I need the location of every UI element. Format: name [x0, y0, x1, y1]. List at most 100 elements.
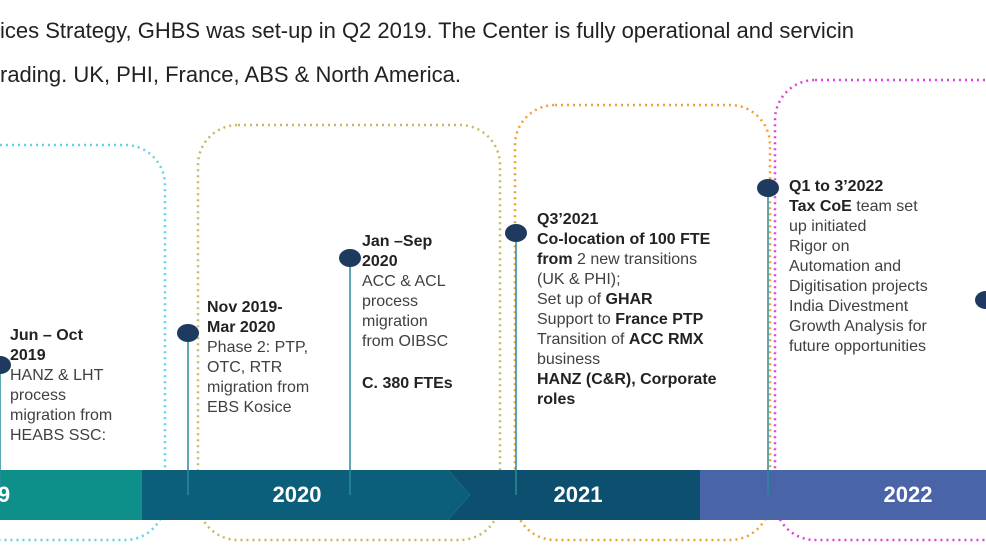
- milestone-line: Phase 2: PTP,: [207, 338, 309, 358]
- text-run: (UK & PHI);: [537, 271, 621, 288]
- milestone-line: Mar 2020: [207, 318, 309, 338]
- period-frame: [513, 103, 772, 542]
- milestone-text: Jun – Oct 2019 HANZ & LHT process migration …: [10, 326, 112, 446]
- year-segment: [448, 470, 700, 520]
- milestone-text: Jan –Sep 2020 ACC & ACL process migration fro…: [362, 232, 453, 394]
- text-run: 2020: [362, 253, 398, 270]
- intro-text: ices Strategy, GHBS was set-up in Q2 201…: [0, 18, 854, 43]
- milestone-line: migration: [362, 312, 453, 332]
- milestone-line: up initiated: [789, 217, 928, 237]
- milestone-line: Co-location of 100 FTE: [537, 230, 717, 250]
- text-run: GHAR: [605, 291, 653, 308]
- text-run: 2 new transitions: [572, 251, 698, 268]
- text-run: Automation and: [789, 258, 902, 275]
- milestone-line: Jun – Oct: [10, 326, 112, 346]
- milestone-line: Set up of GHAR: [537, 290, 717, 310]
- milestone-text: Q1 to 3’2022 Tax CoE team set up initiated…: [789, 177, 928, 357]
- text-run: roles: [537, 391, 576, 408]
- milestone-line: Transition of ACC RMX: [537, 330, 717, 350]
- text-run: process: [362, 293, 419, 310]
- text-run: Set up of: [537, 291, 606, 308]
- year-label: 9: [0, 482, 11, 507]
- milestone-line: Rigor on: [789, 237, 928, 257]
- milestone-dot: [177, 324, 199, 342]
- milestone-dot: [339, 249, 361, 267]
- text-run: Jan –Sep: [362, 233, 433, 250]
- text-run: Q3’2021: [537, 211, 599, 228]
- text-run: Phase 2: PTP,: [207, 339, 309, 356]
- text-run: ACC & ACL: [362, 273, 446, 290]
- text-run: Co-location of 100 FTE: [537, 231, 711, 248]
- text-run: EBS Kosice: [207, 399, 292, 416]
- year-label: 2021: [553, 482, 603, 507]
- milestone-line: business: [537, 350, 717, 370]
- milestone-line: ACC & ACL: [362, 272, 453, 292]
- text-run: OTC, RTR: [207, 359, 283, 376]
- milestone-line: EBS Kosice: [207, 398, 309, 418]
- milestone-dot: [975, 291, 986, 309]
- milestone-line: migration from: [10, 406, 112, 426]
- milestone-line: Q3’2021: [537, 210, 717, 230]
- milestone-line: Growth Analysis for: [789, 317, 928, 337]
- text-run: HEABS SSC:: [10, 427, 107, 444]
- text-run: Support to: [537, 311, 616, 328]
- text-run: HANZ (C&R), Corporate: [537, 371, 717, 388]
- year-label: 2020: [272, 482, 322, 507]
- milestone-line: Jan –Sep: [362, 232, 453, 252]
- milestone-line: process: [362, 292, 453, 312]
- text-run: ACC RMX: [628, 331, 704, 348]
- text-run: Jun – Oct: [10, 327, 83, 344]
- text-run: business: [537, 351, 601, 368]
- text-run: France PTP: [615, 311, 704, 328]
- milestone-line: from 2 new transitions: [537, 250, 717, 270]
- text-run: from OIBSC: [362, 333, 449, 350]
- text-run: Tax CoE: [789, 198, 852, 215]
- text-run: Transition of: [537, 331, 629, 348]
- year-label: 2022: [883, 482, 933, 507]
- milestone-line: Nov 2019-: [207, 298, 309, 318]
- text-run: Digitisation projects: [789, 278, 928, 295]
- milestone-dot: [0, 356, 11, 374]
- text-run: Nov 2019-: [207, 299, 283, 316]
- milestone-line: India Divestment: [789, 297, 928, 317]
- text-run: up initiated: [789, 218, 867, 235]
- year-segment: [142, 470, 470, 520]
- text-run: C. 380 FTEs: [362, 375, 453, 392]
- text-run: process: [10, 387, 67, 404]
- milestone-text: Nov 2019- Mar 2020 Phase 2: PTP, OTC, RTR mi…: [207, 298, 309, 418]
- milestone-line: HANZ (C&R), Corporate: [537, 370, 717, 390]
- milestone-line: OTC, RTR: [207, 358, 309, 378]
- milestone-line: 2019: [10, 346, 112, 366]
- milestone-line: roles: [537, 390, 717, 410]
- year-segment: [0, 470, 142, 520]
- milestone-connectors: [0, 179, 986, 495]
- period-frame: [773, 78, 986, 542]
- milestone-text: Q3’2021 Co-location of 100 FTE from 2 new …: [537, 210, 717, 410]
- milestone-line: migration from: [207, 378, 309, 398]
- year-segment: [700, 470, 986, 520]
- text-run: India Divestment: [789, 298, 909, 315]
- text-run: migration: [362, 313, 428, 330]
- milestone-line: Digitisation projects: [789, 277, 928, 297]
- milestone-dot: [757, 179, 779, 197]
- intro-text: rading. UK, PHI, France, ABS & North Ame…: [0, 62, 461, 87]
- milestone-line: Support to France PTP: [537, 310, 717, 330]
- text-run: 2019: [10, 347, 46, 364]
- milestone-line: HEABS SSC:: [10, 426, 112, 446]
- milestone-line: future opportunities: [789, 337, 928, 357]
- text-run: HANZ & LHT: [10, 367, 104, 384]
- milestone-line: (UK & PHI);: [537, 270, 717, 290]
- text-run: Rigor on: [789, 238, 850, 255]
- milestone-line: 2020: [362, 252, 453, 272]
- milestone-line: Q1 to 3’2022: [789, 177, 928, 197]
- text-run: team set: [851, 198, 918, 215]
- text-run: Q1 to 3’2022: [789, 178, 884, 195]
- milestone-line: Tax CoE team set: [789, 197, 928, 217]
- text-run: migration from: [10, 407, 113, 424]
- milestone-line: HANZ & LHT: [10, 366, 112, 386]
- text-run: migration from: [207, 379, 310, 396]
- milestone-line: from OIBSC: [362, 332, 453, 352]
- text-run: Growth Analysis for: [789, 318, 927, 335]
